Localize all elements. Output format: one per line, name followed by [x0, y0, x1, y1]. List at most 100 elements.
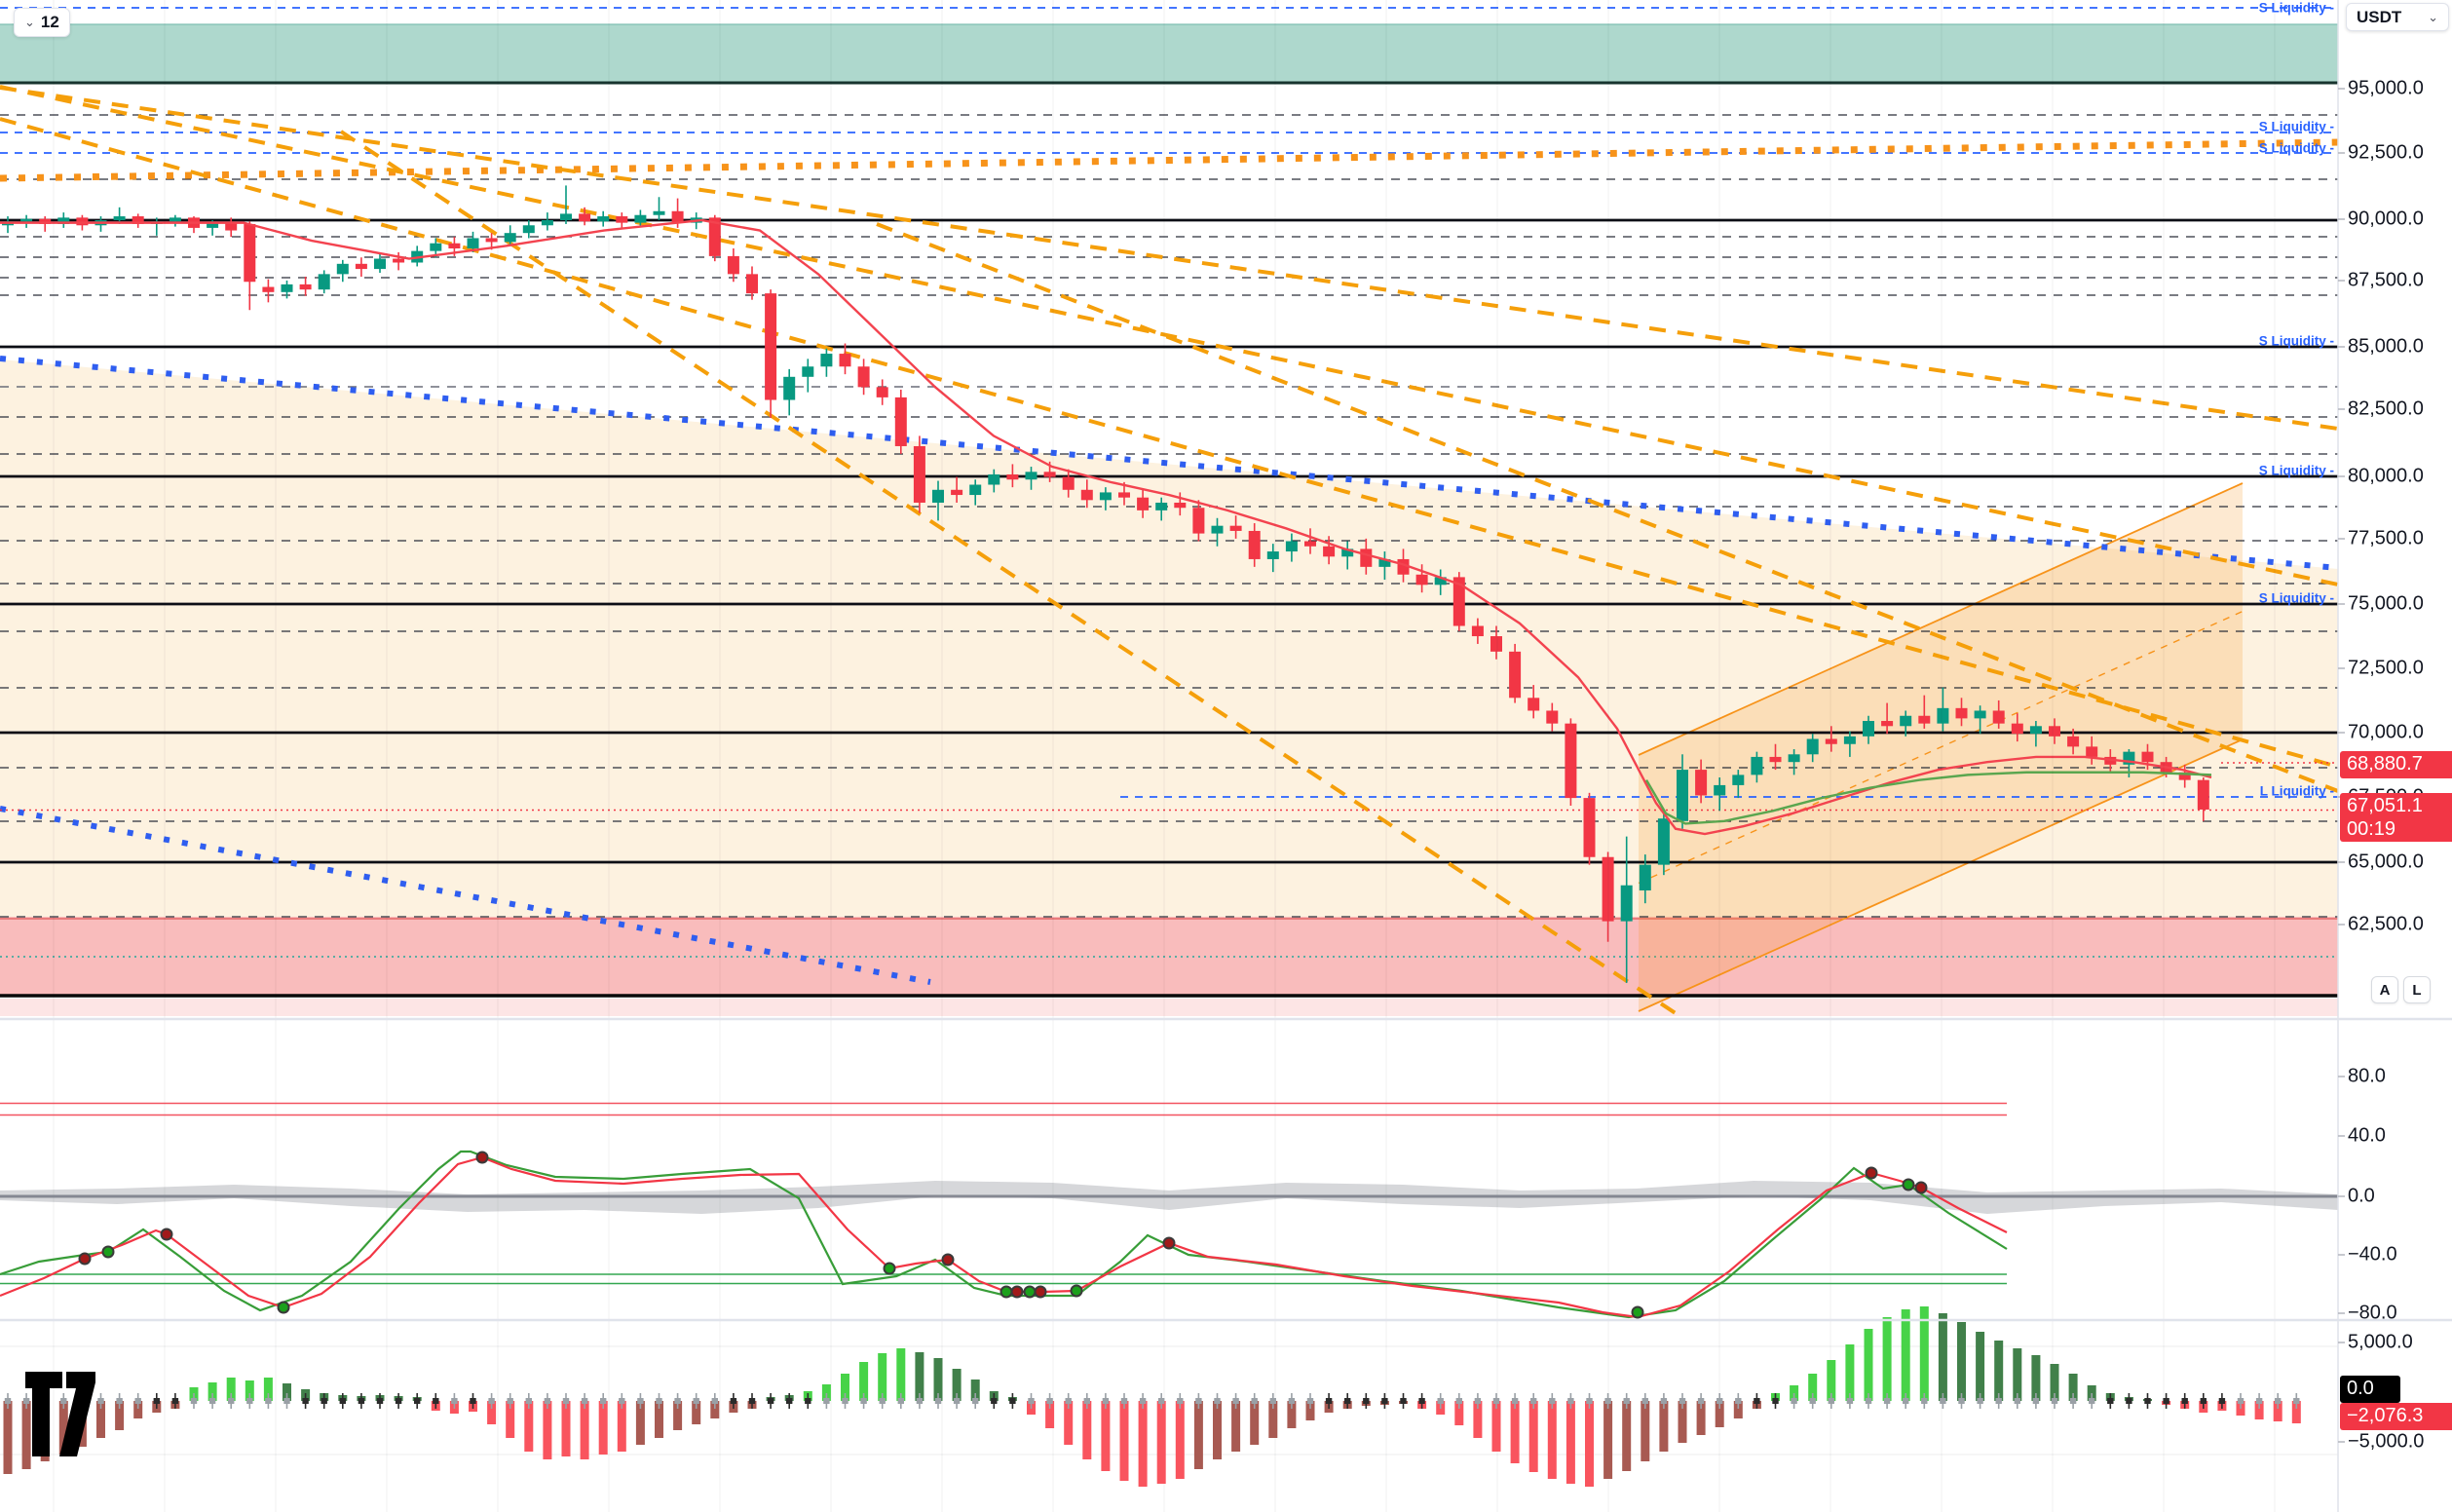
delta-bar: [859, 1362, 869, 1401]
candle: [634, 214, 647, 223]
delta-bar: [655, 1401, 663, 1438]
zero-marker: [1474, 1398, 1482, 1404]
zero-marker: [283, 1398, 290, 1404]
delta-bar: [1193, 1401, 1203, 1469]
zero-marker: [1028, 1398, 1035, 1404]
zero-marker: [2200, 1398, 2207, 1404]
axis-tick-label: 80,000.0: [2348, 465, 2424, 487]
signal-dot: [1162, 1236, 1176, 1250]
zero-marker: [4, 1398, 12, 1404]
candle: [1602, 856, 1614, 922]
delta-bar: [1622, 1401, 1632, 1471]
zero-marker: [2014, 1398, 2020, 1404]
zero-marker: [1883, 1398, 1891, 1404]
orange-dashed-trendline: [339, 130, 1684, 1016]
zero-marker: [711, 1398, 718, 1404]
candle: [708, 217, 721, 256]
zero-marker: [1921, 1398, 1928, 1404]
zero-marker: [2163, 1398, 2169, 1404]
tradingview-logo[interactable]: [21, 1364, 109, 1461]
candle: [746, 274, 758, 294]
delta-bar: [970, 1380, 980, 1401]
delta-bar: [580, 1401, 589, 1459]
candle: [318, 274, 330, 290]
zero-marker: [321, 1398, 327, 1404]
zero-marker: [525, 1398, 532, 1404]
zero-marker: [1791, 1398, 1797, 1404]
zero-marker: [134, 1398, 141, 1404]
candle: [1843, 736, 1856, 744]
delta-bar: [1715, 1401, 1724, 1427]
candle: [281, 284, 293, 292]
candle: [393, 258, 405, 263]
zero-marker: [1735, 1398, 1742, 1404]
signal-dot: [475, 1151, 489, 1164]
zero-marker: [376, 1398, 384, 1404]
zero-marker: [433, 1398, 439, 1404]
axis-tick-label: 77,500.0: [2348, 527, 2424, 549]
delta-bar: [1101, 1401, 1111, 1471]
zero-marker: [1754, 1398, 1760, 1404]
delta-bar: [1287, 1401, 1297, 1428]
candle: [467, 238, 479, 248]
zero-marker: [1083, 1398, 1090, 1404]
candle: [1714, 784, 1726, 796]
candle: [913, 445, 925, 503]
zero-marker: [544, 1398, 551, 1404]
delta-bar: [1603, 1401, 1613, 1479]
candle: [1471, 625, 1484, 637]
delta-bar: [915, 1352, 924, 1401]
delta-bar: [1641, 1401, 1650, 1461]
candle: [616, 216, 628, 223]
candle: [207, 222, 219, 228]
axis-tick-label: 80.0: [2348, 1065, 2386, 1087]
candle: [560, 213, 572, 220]
zero-marker: [246, 1398, 253, 1404]
zero-marker: [1995, 1398, 2002, 1404]
candle: [839, 354, 851, 367]
candle: [1657, 818, 1670, 865]
symbol-currency-label: USDT: [2357, 7, 2402, 26]
zero-marker: [1306, 1398, 1314, 1404]
zero-marker: [1232, 1398, 1239, 1404]
delta-bar: [2050, 1364, 2059, 1401]
zero-marker: [916, 1398, 924, 1404]
s-liquidity-label: S Liquidity -: [2258, 333, 2334, 349]
candle: [1825, 738, 1837, 744]
delta-bar: [1547, 1401, 1557, 1479]
candle: [1360, 548, 1373, 567]
candle: [1863, 721, 1874, 737]
cream-zone: [0, 359, 2338, 917]
zero-marker: [1716, 1398, 1723, 1404]
signal-dot: [1070, 1284, 1083, 1298]
signal-dot: [277, 1301, 290, 1314]
delta-bar: [2254, 1401, 2264, 1419]
candle: [783, 376, 796, 400]
delta-bar: [635, 1401, 645, 1445]
symbol-currency-chip[interactable]: USDT ⌄: [2346, 3, 2449, 31]
auto-scale-button[interactable]: A: [2371, 976, 2398, 1003]
delta-bar: [821, 1384, 831, 1401]
signal-dot: [101, 1245, 115, 1259]
zero-marker: [2293, 1398, 2300, 1404]
delta-bar: [1827, 1360, 1836, 1401]
zero-marker: [414, 1398, 421, 1404]
zero-marker: [786, 1398, 793, 1404]
delta-bar: [1250, 1401, 1260, 1445]
axis-tick-label: 92,500.0: [2348, 141, 2424, 164]
axis-tick-label: −5,000.0: [2348, 1430, 2425, 1453]
axis-tick-label: 82,500.0: [2348, 397, 2424, 420]
candle: [1323, 546, 1336, 557]
zero-marker: [451, 1398, 458, 1404]
delta-bar: [710, 1401, 720, 1418]
zero-marker: [619, 1398, 625, 1404]
log-scale-button[interactable]: L: [2403, 976, 2431, 1003]
zero-marker: [656, 1398, 662, 1404]
candle: [1434, 577, 1447, 586]
signal-dot: [1902, 1178, 1915, 1191]
candle: [1099, 492, 1112, 501]
delta-bar: [617, 1401, 626, 1452]
interval-chip[interactable]: ⌄ 12: [14, 8, 70, 37]
candle: [225, 222, 238, 231]
